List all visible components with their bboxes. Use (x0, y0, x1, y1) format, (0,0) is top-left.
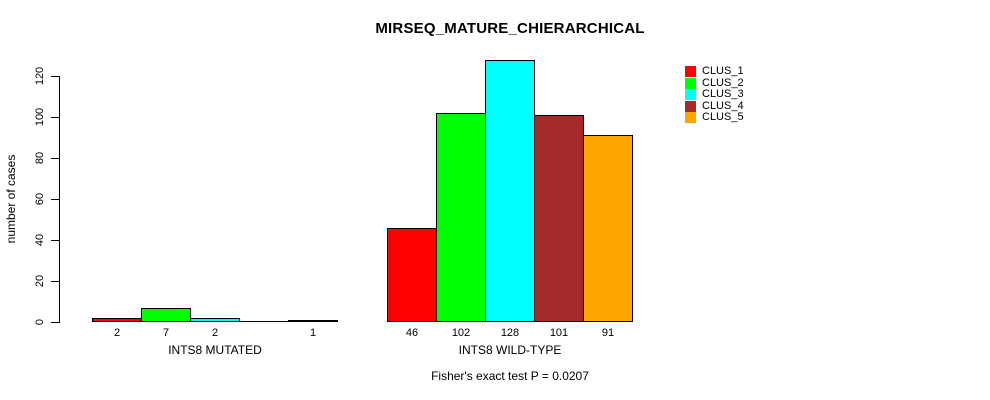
y-tick-label: 100 (34, 107, 46, 127)
bar-value-label: 101 (549, 327, 569, 339)
y-tick (51, 240, 59, 241)
bar-value-label: 91 (601, 327, 615, 339)
bar-clus_4-group2 (534, 115, 584, 322)
bar-clus_2-group2 (436, 113, 486, 322)
y-tick-label: 0 (34, 318, 46, 326)
y-tick (51, 76, 59, 77)
bar-clus_4-group1-zero (239, 321, 289, 322)
y-tick (51, 281, 59, 282)
x-group-label-wildtype: INTS8 WILD-TYPE (458, 343, 562, 357)
y-tick (51, 117, 59, 118)
legend-swatch-clus_2 (685, 77, 696, 89)
y-tick-label: 20 (34, 274, 46, 288)
legend-swatch-clus_1 (685, 66, 696, 77)
y-tick (51, 158, 59, 159)
legend-label-clus_5: CLUS_5 (702, 111, 744, 124)
bar-value-label: 2 (113, 327, 121, 339)
y-axis-line (59, 76, 60, 323)
y-tick-label: 60 (34, 192, 46, 206)
x-group-label-mutated: INTS8 MUTATED (168, 343, 262, 357)
bar-value-label: 1 (309, 327, 317, 339)
legend-label-clus_3: CLUS_3 (702, 88, 744, 101)
legend-swatch-clus_5 (685, 112, 696, 124)
bar-clus_2-group1 (141, 308, 191, 322)
bar-value-label: 128 (500, 327, 520, 339)
footer-caption: Fisher's exact test P = 0.0207 (431, 369, 589, 383)
bar-value-label: 46 (405, 327, 419, 339)
legend-label-clus_2: CLUS_2 (702, 76, 744, 89)
y-tick (51, 322, 59, 323)
y-tick (51, 199, 59, 200)
bar-value-label: 102 (451, 327, 471, 339)
y-tick-label: 80 (34, 151, 46, 165)
bar-value-label: 7 (162, 327, 170, 339)
bar-clus_1-group2 (387, 228, 437, 322)
legend-swatch-clus_3 (685, 89, 696, 101)
bar-clus_5-group2 (583, 135, 633, 322)
y-axis-label: number of cases (4, 154, 18, 244)
legend-swatch-clus_4 (685, 100, 696, 112)
bar-clus_1-group1 (92, 318, 142, 322)
legend-label-clus_4: CLUS_4 (702, 99, 744, 112)
bar-clus_5-group1 (288, 320, 338, 322)
bar-clus_3-group1 (190, 318, 240, 322)
chart-title: MIRSEQ_MATURE_CHIERARCHICAL (375, 20, 645, 37)
bar-value-label: 2 (211, 327, 219, 339)
legend-label-clus_1: CLUS_1 (702, 65, 744, 77)
y-tick-label: 40 (34, 233, 46, 247)
bar-clus_3-group2 (485, 60, 535, 322)
y-tick-label: 120 (34, 66, 46, 86)
